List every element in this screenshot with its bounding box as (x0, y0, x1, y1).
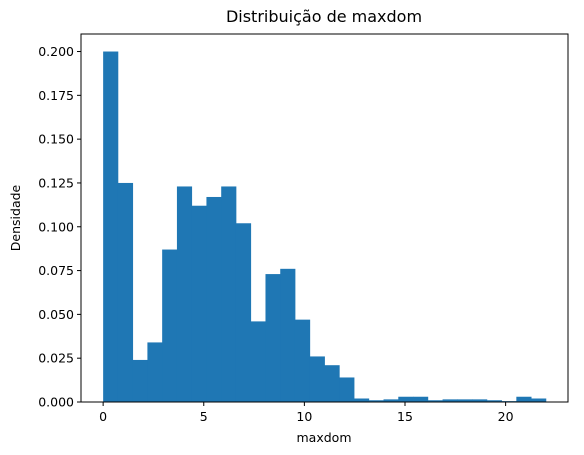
histogram-bar-13 (294, 319, 311, 402)
y-tick-label-3: 0.075 (38, 263, 74, 278)
y-tick-label-5: 0.125 (38, 175, 74, 190)
histogram-bar-22 (427, 400, 443, 402)
chart-title: Distribuição de maxdom (226, 7, 422, 26)
plot-frame (80, 33, 569, 403)
y-tick-label-4: 0.100 (38, 219, 74, 234)
histogram-bar-20 (398, 396, 414, 402)
x-tick-label-1: 5 (200, 409, 208, 424)
histogram-bar-15 (324, 365, 340, 402)
x-tick-label-4: 20 (498, 409, 514, 424)
y-tick-label-0: 0.000 (38, 395, 74, 410)
histogram-bar-7 (206, 196, 222, 402)
histogram-bar-24 (457, 399, 473, 402)
histogram-bar-18 (368, 400, 384, 402)
histogram-bar-29 (531, 398, 547, 402)
histogram-bar-16 (339, 377, 355, 402)
histogram-bar-26 (486, 400, 502, 402)
histogram-bar-10 (250, 321, 266, 402)
x-tick-label-2: 10 (296, 409, 312, 424)
histogram-bar-23 (442, 399, 458, 402)
histogram-bar-3 (147, 342, 163, 402)
axes-group (80, 33, 569, 403)
x-ticks: 0 5 10 15 20 (99, 402, 514, 424)
histogram-bar-19 (383, 399, 399, 402)
bars-group (103, 51, 547, 403)
y-axis-label: Densidade (8, 184, 23, 251)
histogram-bar-28 (516, 396, 532, 402)
histogram-bar-6 (191, 205, 207, 402)
y-tick-label-2: 0.050 (38, 307, 74, 322)
y-tick-label-6: 0.150 (38, 132, 74, 147)
y-ticks: 0.000 0.025 0.050 0.075 0.100 0.125 0.150 0.175… (38, 44, 81, 410)
x-axis-label: maxdom (297, 430, 352, 445)
y-tick-label-8: 0.200 (38, 44, 74, 59)
histogram-bar-12 (280, 268, 296, 402)
x-tick-label-3: 15 (397, 409, 413, 424)
y-tick-label-1: 0.025 (38, 351, 74, 366)
histogram-bar-11 (265, 274, 281, 402)
histogram-bar-14 (309, 356, 325, 402)
histogram-bar-9 (235, 223, 252, 402)
histogram-bar-5 (176, 186, 193, 402)
histogram-bar-17 (354, 398, 370, 402)
histogram-bar-1 (117, 182, 134, 402)
histogram-bar-25 (472, 399, 488, 402)
histogram-bar-0 (103, 51, 119, 403)
histogram-bar-8 (221, 186, 237, 402)
x-tick-label-0: 0 (99, 409, 107, 424)
histogram-bar-21 (413, 396, 429, 402)
y-tick-label-7: 0.175 (38, 88, 74, 103)
histogram-bar-2 (132, 359, 148, 402)
histogram-bar-4 (162, 249, 178, 402)
